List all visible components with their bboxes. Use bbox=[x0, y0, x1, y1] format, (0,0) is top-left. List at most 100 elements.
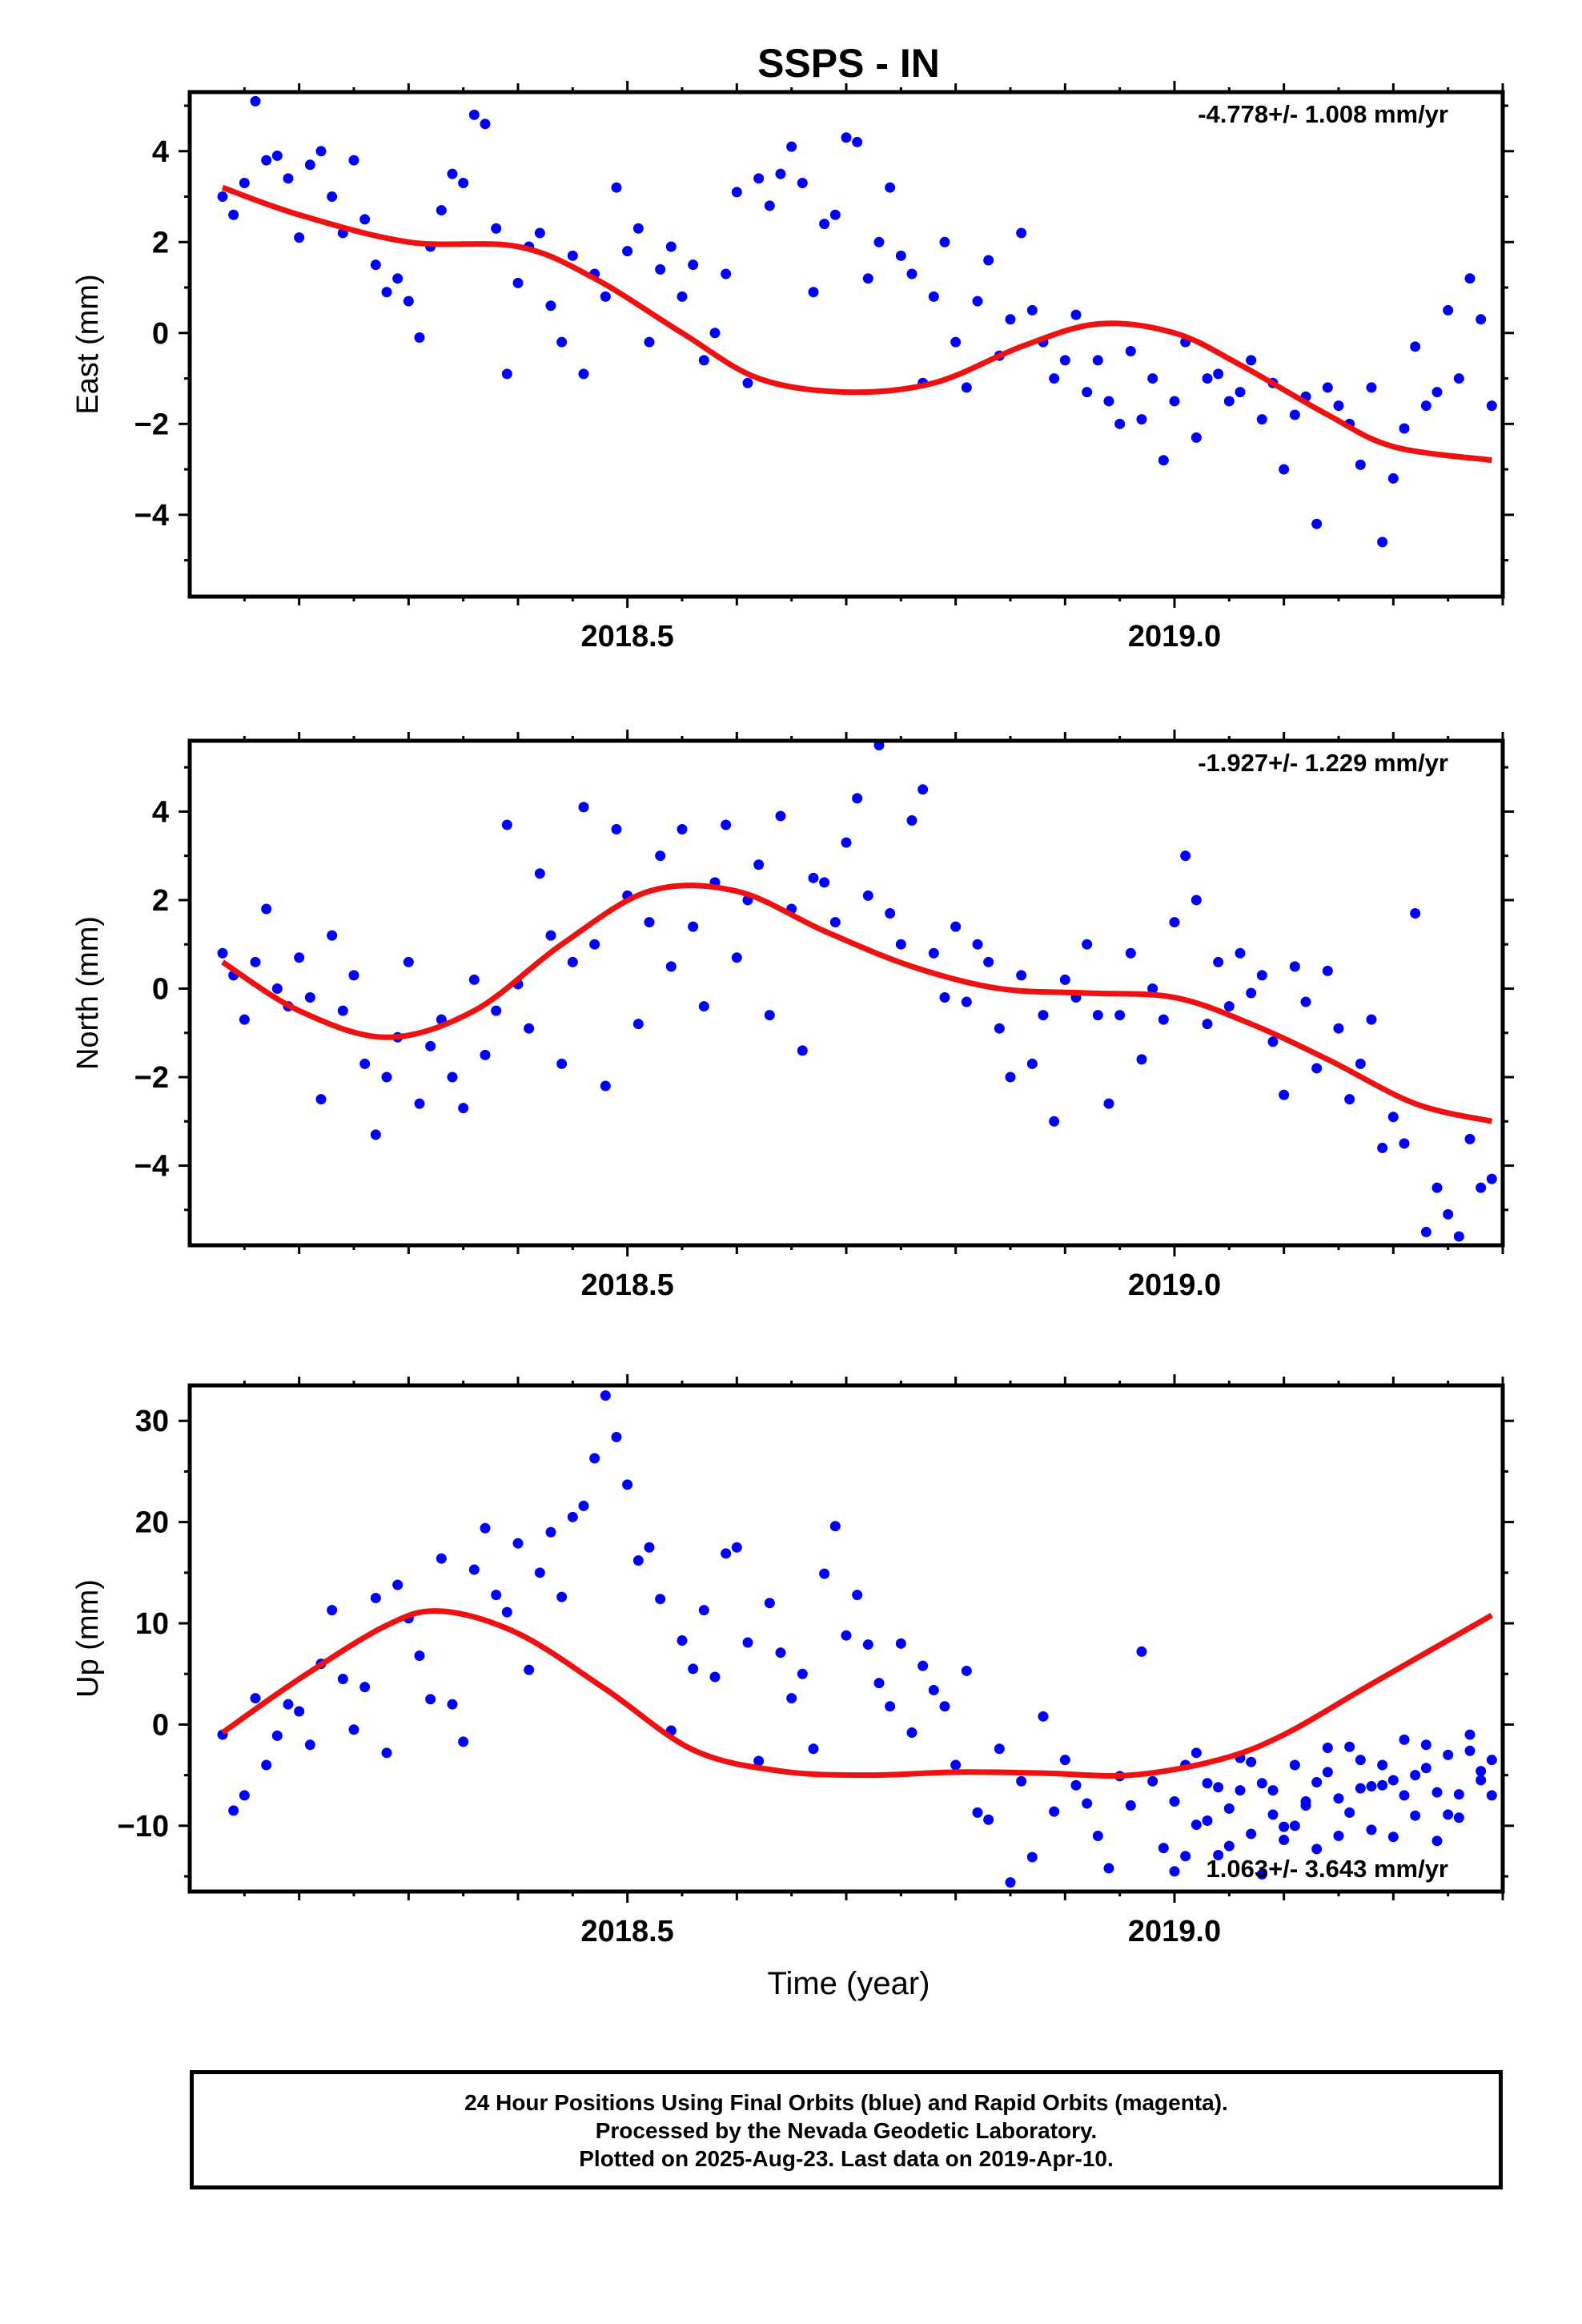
data-point bbox=[950, 921, 962, 932]
data-point bbox=[742, 1637, 753, 1648]
data-point bbox=[1059, 1755, 1070, 1766]
data-point bbox=[939, 236, 950, 247]
data-point bbox=[1103, 1863, 1114, 1874]
y-tick-label: −4 bbox=[135, 499, 169, 533]
data-point bbox=[425, 1694, 436, 1705]
data-point bbox=[939, 1701, 950, 1712]
rate-label: -4.778+/- 1.008 mm/yr bbox=[1198, 100, 1448, 128]
data-point bbox=[1147, 983, 1158, 994]
data-point bbox=[239, 1014, 250, 1025]
y-tick-label: 4 bbox=[152, 135, 169, 169]
data-point bbox=[1322, 1767, 1333, 1778]
data-point bbox=[873, 236, 885, 247]
data-point bbox=[458, 178, 469, 189]
data-point bbox=[294, 952, 305, 963]
data-point bbox=[632, 1019, 644, 1030]
data-point bbox=[414, 332, 425, 343]
data-point bbox=[1256, 414, 1267, 425]
data-point bbox=[1169, 396, 1180, 407]
data-point bbox=[994, 1743, 1005, 1755]
data-point bbox=[885, 1701, 896, 1712]
data-point bbox=[841, 132, 852, 143]
data-point bbox=[1158, 455, 1169, 466]
data-point bbox=[1377, 1142, 1388, 1153]
data-point bbox=[1431, 387, 1443, 398]
data-point bbox=[1082, 1798, 1093, 1809]
data-point bbox=[589, 939, 600, 950]
data-point bbox=[348, 970, 359, 981]
data-point bbox=[567, 956, 578, 967]
data-point bbox=[1125, 346, 1136, 357]
data-point bbox=[1169, 1796, 1180, 1807]
data-point bbox=[294, 232, 305, 243]
x-tick-label: 2019.0 bbox=[1128, 1269, 1221, 1302]
data-point bbox=[1279, 464, 1290, 475]
data-point bbox=[972, 939, 983, 950]
data-point bbox=[556, 336, 568, 348]
data-point bbox=[600, 291, 611, 302]
data-point bbox=[447, 168, 458, 179]
data-point bbox=[1420, 1763, 1431, 1774]
y-tick-label: 0 bbox=[152, 1708, 169, 1742]
data-point bbox=[852, 136, 863, 147]
data-point bbox=[655, 263, 666, 275]
data-point bbox=[906, 268, 917, 279]
data-point bbox=[1267, 1809, 1279, 1820]
data-point bbox=[1016, 1775, 1027, 1787]
data-point bbox=[1420, 1226, 1431, 1237]
data-point bbox=[917, 1660, 929, 1671]
data-point bbox=[261, 903, 272, 915]
data-point bbox=[1082, 939, 1093, 950]
data-point bbox=[797, 178, 808, 189]
data-point bbox=[1333, 1023, 1344, 1034]
data-point bbox=[327, 930, 338, 941]
data-point bbox=[1169, 917, 1180, 928]
data-point bbox=[1267, 1036, 1279, 1047]
data-point bbox=[304, 159, 315, 171]
data-point bbox=[425, 1040, 436, 1051]
data-point bbox=[753, 173, 765, 184]
data-point bbox=[1289, 1759, 1300, 1771]
data-point bbox=[228, 1805, 239, 1816]
data-point bbox=[1103, 396, 1114, 407]
y-tick-label: 10 bbox=[135, 1607, 169, 1641]
data-point bbox=[228, 209, 239, 220]
data-point bbox=[1191, 895, 1202, 906]
data-point bbox=[665, 961, 677, 972]
footer-caption-box: 24 Hour Positions Using Final Orbits (bl… bbox=[190, 2070, 1503, 2189]
data-point bbox=[764, 1598, 775, 1609]
data-point bbox=[1311, 518, 1323, 529]
data-point bbox=[655, 850, 666, 862]
data-point bbox=[1026, 304, 1038, 316]
data-point bbox=[1431, 1787, 1443, 1798]
data-point bbox=[1366, 1781, 1377, 1792]
data-point bbox=[983, 956, 994, 967]
y-tick-label: 2 bbox=[152, 884, 169, 918]
data-point bbox=[1136, 1054, 1147, 1065]
data-point bbox=[1476, 1766, 1487, 1777]
data-point bbox=[1202, 1815, 1213, 1827]
data-point bbox=[1311, 1063, 1323, 1074]
x-tick-label: 2019.0 bbox=[1128, 1915, 1221, 1948]
data-point bbox=[764, 1010, 775, 1021]
data-point bbox=[1158, 1014, 1169, 1025]
data-point bbox=[1070, 1779, 1082, 1791]
data-point bbox=[403, 956, 414, 967]
data-point bbox=[917, 784, 929, 795]
data-point bbox=[1344, 1094, 1355, 1105]
data-point bbox=[721, 268, 732, 279]
data-point bbox=[1387, 1831, 1399, 1843]
data-point bbox=[468, 974, 480, 985]
data-point bbox=[1289, 409, 1300, 420]
data-point bbox=[392, 273, 404, 284]
data-point bbox=[1410, 1770, 1421, 1781]
data-point bbox=[1443, 304, 1454, 316]
data-point bbox=[1267, 1785, 1279, 1796]
data-point bbox=[906, 1727, 917, 1739]
data-point bbox=[217, 191, 228, 203]
data-point bbox=[775, 810, 786, 822]
data-point bbox=[775, 1647, 786, 1659]
data-point bbox=[1453, 373, 1464, 384]
data-point bbox=[1202, 1019, 1213, 1030]
data-point bbox=[1136, 414, 1147, 425]
